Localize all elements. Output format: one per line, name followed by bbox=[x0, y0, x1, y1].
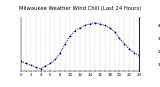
Text: Milwaukee Weather Wind Chill (Last 24 Hours): Milwaukee Weather Wind Chill (Last 24 Ho… bbox=[19, 6, 141, 11]
